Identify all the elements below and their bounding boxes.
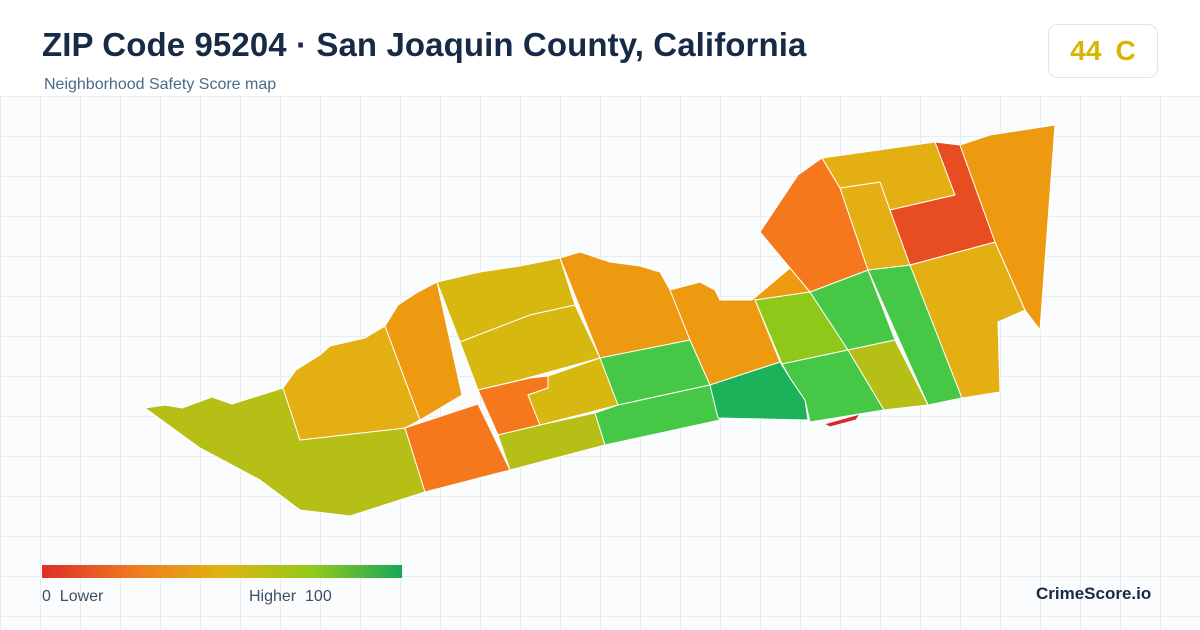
legend-color-scale	[42, 565, 402, 578]
legend-low-value: 0	[42, 588, 51, 605]
neighborhood-area[interactable]	[823, 413, 861, 428]
score-value: 44	[1070, 35, 1102, 66]
neighborhood-area[interactable]	[959, 124, 1056, 331]
page-title: ZIP Code 95204 · San Joaquin County, Cal…	[42, 26, 807, 63]
legend-high-label: Higher	[249, 588, 297, 605]
score-grade: C	[1115, 35, 1136, 66]
score-badge: 44 C	[1048, 24, 1158, 78]
brand-logo-text[interactable]: CrimeScore.io	[1036, 584, 1152, 603]
legend-low: 0 Lower	[42, 588, 103, 606]
page-subtitle: Neighborhood Safety Score map	[44, 76, 277, 93]
neighborhood-area[interactable]	[282, 325, 421, 441]
header: ZIP Code 95204 · San Joaquin County, Cal…	[0, 0, 1200, 96]
legend-low-label: Lower	[59, 588, 104, 605]
legend-high-value: 100	[305, 588, 332, 605]
legend-high: Higher 100	[249, 588, 332, 606]
